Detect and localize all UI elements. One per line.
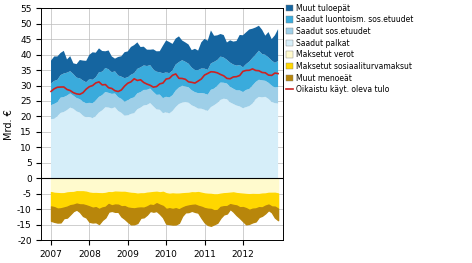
Y-axis label: Mrd. €: Mrd. € [4, 109, 14, 140]
Legend: Muut tuloeрät, Saadut luontoism. sos.etuudet, Saadut sos.etuudet, Saadut palkat,: Muut tuloeрät, Saadut luontoism. sos.etu… [286, 4, 413, 94]
